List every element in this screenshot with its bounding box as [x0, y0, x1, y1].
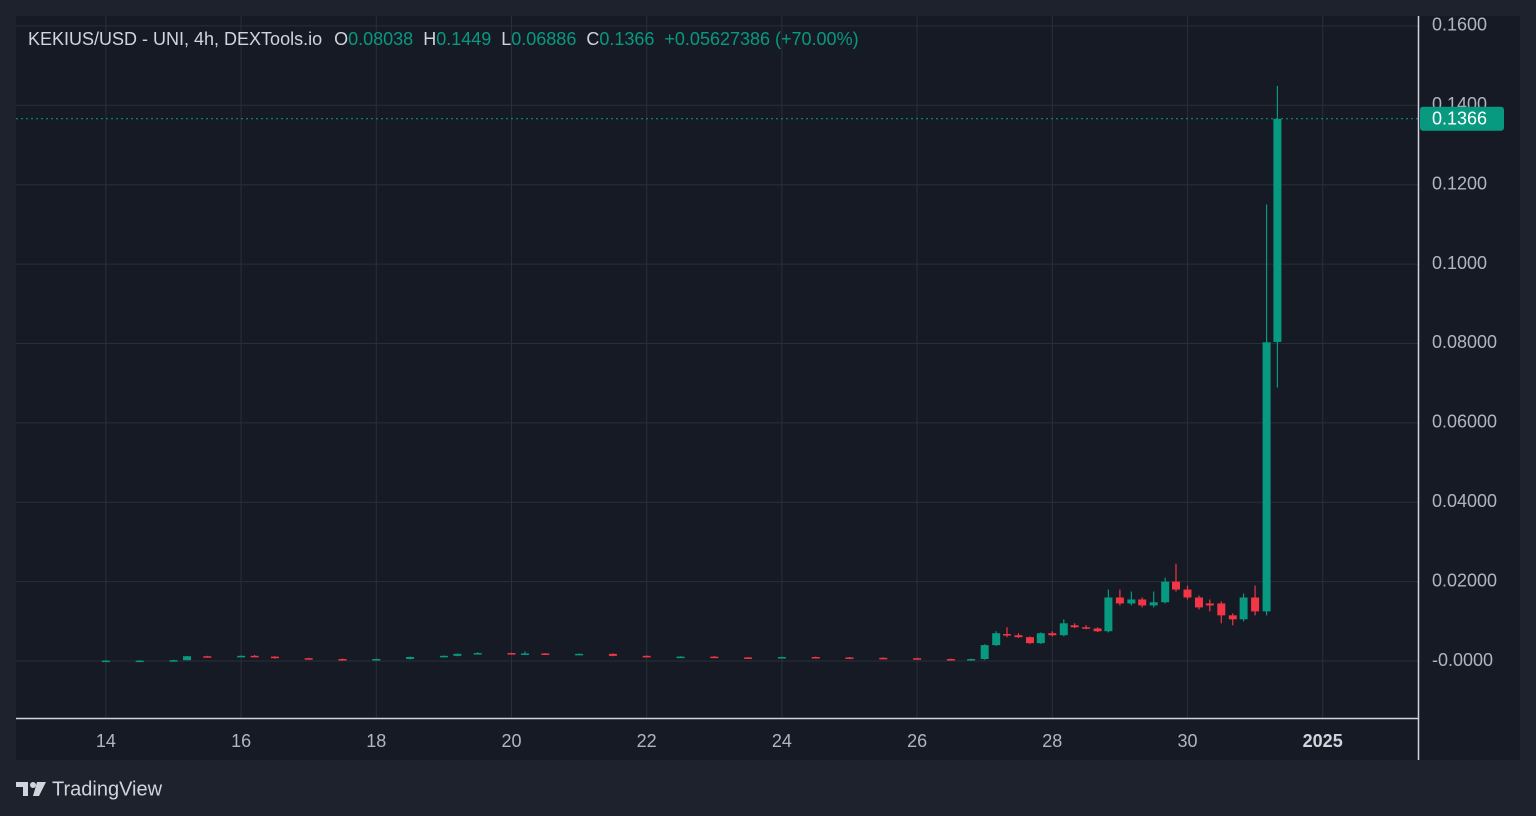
axis-labels: 0.16000.14000.12000.10000.080000.060000.… [96, 15, 1504, 751]
candle-body [811, 657, 820, 659]
ohlc-key: C [586, 29, 599, 49]
candle-body [1059, 623, 1068, 636]
ohlc-value: 0.06886 [511, 29, 576, 49]
candle-body [676, 656, 685, 659]
candle-body [980, 645, 989, 660]
ohlc-value: 0.08038 [348, 29, 413, 49]
candle-body [608, 653, 617, 656]
y-tick-label: 0.06000 [1432, 412, 1497, 432]
y-tick-label: 0.02000 [1432, 570, 1497, 590]
candle-body [992, 633, 1001, 646]
last-price-label: 0.1366 [1432, 109, 1487, 129]
y-tick-label: 0.08000 [1432, 332, 1497, 352]
candle-body [1127, 599, 1136, 604]
candle-body [453, 653, 462, 656]
candle-body [1082, 627, 1091, 629]
candle-body [372, 659, 381, 661]
candle-body [541, 653, 550, 655]
candle-body [183, 656, 192, 661]
candle-body [101, 660, 110, 663]
candle-body [967, 659, 976, 661]
candle-body [1239, 597, 1248, 620]
y-tick-label: 0.1600 [1432, 15, 1487, 35]
y-tick-label: -0.0000 [1432, 650, 1493, 670]
candle-body [642, 655, 651, 658]
candle-body [135, 660, 144, 663]
y-tick-label: 0.04000 [1432, 491, 1497, 511]
candle-body [1171, 581, 1180, 590]
x-tick-label: 2025 [1303, 731, 1343, 751]
brand-logo: TradingView [16, 778, 163, 800]
x-tick-label: 22 [637, 731, 657, 751]
candle-body [507, 653, 516, 655]
candle-body [1115, 597, 1124, 604]
candle-body [1217, 603, 1226, 616]
candle-body [1093, 628, 1102, 632]
y-tick-label: 0.1200 [1432, 173, 1487, 193]
candle-body [1194, 597, 1203, 608]
x-tick-label: 26 [907, 731, 927, 751]
change: +0.05627386 (+70.00%) [664, 29, 858, 49]
ohlc-value: 0.1366 [599, 29, 654, 49]
legend-header: KEKIUS/USD - UNI, 4h, DEXTools.io O0.0803… [28, 29, 859, 49]
candle-body [304, 658, 313, 660]
candle-body [270, 656, 279, 659]
candle-body [1002, 634, 1011, 636]
x-tick-label: 16 [231, 731, 251, 751]
y-tick-label: 0.1000 [1432, 253, 1487, 273]
candle-body [1273, 118, 1282, 342]
candle-body [744, 657, 753, 659]
x-tick-label: 28 [1042, 731, 1062, 751]
candle-body [203, 656, 212, 658]
x-tick-label: 20 [501, 731, 521, 751]
x-tick-label: 24 [772, 731, 792, 751]
candle-body [710, 656, 719, 659]
ohlc-value: 0.1449 [436, 29, 491, 49]
ohlc-key: L [501, 29, 511, 49]
candle-body [406, 657, 415, 660]
candle-body [845, 657, 854, 659]
candle-body [439, 655, 448, 658]
candle-body [1104, 597, 1113, 632]
candles [16, 85, 1418, 663]
candle-body [1149, 602, 1158, 606]
candle-body [913, 658, 922, 660]
x-tick-label: 18 [366, 731, 386, 751]
x-tick-label: 14 [96, 731, 116, 751]
logo-mark [33, 782, 46, 796]
logo-dot [30, 782, 36, 788]
candle-body [237, 655, 246, 658]
candle-body [777, 657, 786, 659]
candle-body [1070, 625, 1079, 628]
ohlc-key: O [334, 29, 348, 49]
candle-body [1205, 603, 1214, 606]
candle-body [1048, 633, 1057, 636]
candle-body [169, 660, 178, 662]
candle-body [338, 659, 347, 661]
symbol: KEKIUS/USD - UNI, 4h, DEXTools.io [28, 29, 322, 49]
candle-body [250, 655, 259, 658]
candle-body [1014, 635, 1023, 638]
candle-body [1161, 581, 1170, 603]
grid [16, 16, 1418, 718]
candle-body [879, 657, 888, 660]
candle-body [1036, 633, 1045, 644]
x-tick-label: 30 [1177, 731, 1197, 751]
candle-body [1251, 597, 1260, 612]
candle-body [946, 659, 955, 661]
logo-mark [16, 782, 28, 796]
candle-body [575, 653, 584, 656]
candle-body [473, 653, 482, 655]
brand-name: TradingView [52, 778, 163, 800]
candle-body [1183, 589, 1192, 598]
candle-body [1228, 615, 1237, 620]
candle-body [1138, 599, 1147, 606]
last-price-tag [1420, 106, 1504, 131]
candle-body [521, 653, 530, 655]
candle-body [1262, 342, 1271, 612]
candle-body [1025, 637, 1034, 644]
ohlc-key: H [423, 29, 436, 49]
